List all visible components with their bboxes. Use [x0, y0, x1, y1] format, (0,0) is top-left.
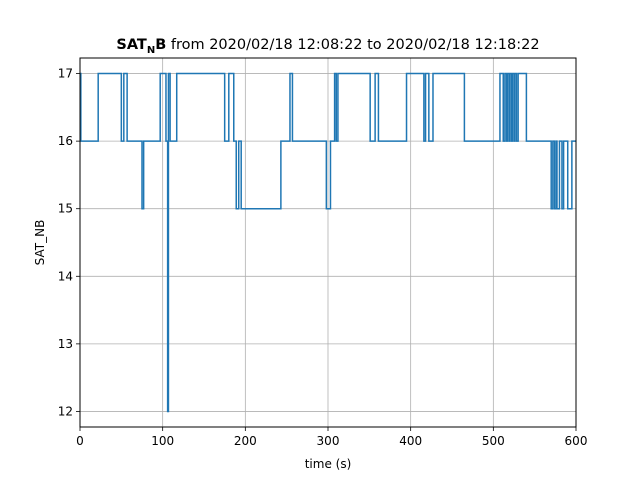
y-tick-label: 14: [58, 269, 73, 283]
x-tick-label: 0: [76, 434, 84, 448]
x-tick-label: 500: [482, 434, 505, 448]
x-tick-label: 100: [151, 434, 174, 448]
series-line-0: [80, 72, 576, 413]
y-tick-label: 15: [58, 202, 73, 216]
y-tick-label: 12: [58, 404, 73, 418]
chart-title: SATNB from 2020/02/18 12:08:22 to 2020/0…: [116, 37, 539, 56]
x-tick-label: 400: [399, 434, 422, 448]
x-axis-label: time (s): [305, 457, 352, 471]
x-tick-label: 200: [234, 434, 257, 448]
grid-lines: [79, 58, 577, 427]
y-axis-ticks: 12 13 14 15 16 17: [58, 67, 80, 418]
title-main: SAT: [116, 37, 147, 53]
title-main-end: B: [155, 37, 166, 53]
y-tick-label: 13: [58, 337, 73, 351]
y-tick-label: 16: [58, 134, 73, 148]
plot-area: [80, 72, 576, 413]
y-axis-label: SAT_NB: [33, 220, 47, 266]
x-axis-ticks: 0 100 200 300 400 500 600: [76, 427, 587, 448]
x-tick-label: 300: [317, 434, 340, 448]
title-subscript: N: [147, 45, 155, 56]
x-tick-label: 600: [565, 434, 588, 448]
y-tick-label: 17: [58, 67, 73, 81]
title-suffix: from 2020/02/18 12:08:22 to 2020/02/18 1…: [166, 37, 539, 53]
